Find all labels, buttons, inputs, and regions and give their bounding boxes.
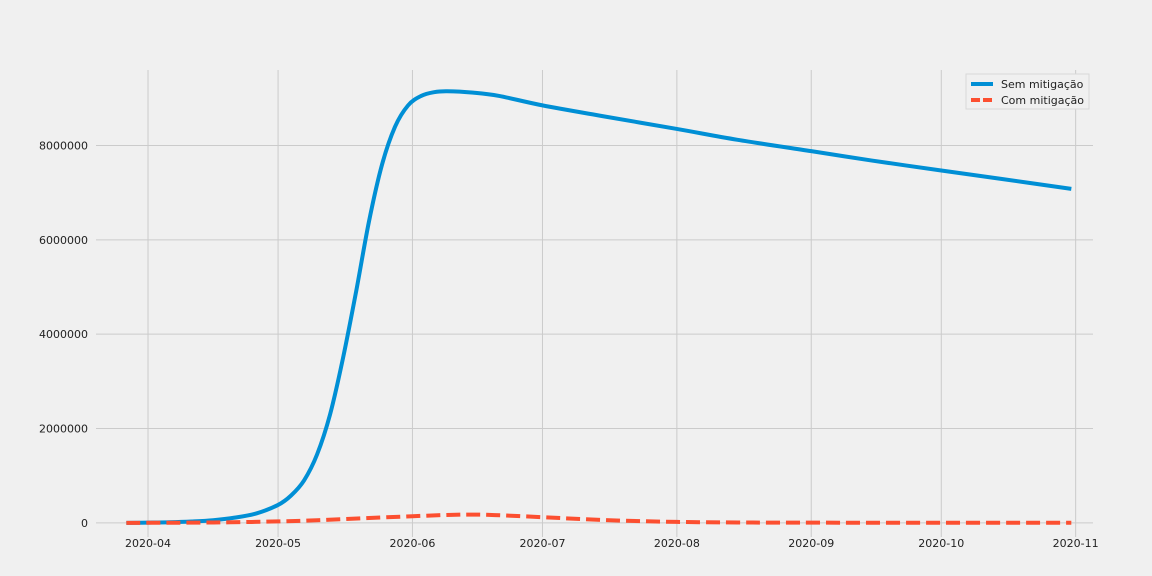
y-tick-label: 4000000: [39, 328, 88, 341]
y-tick-label: 6000000: [39, 234, 88, 247]
y-tick-label: 2000000: [39, 423, 88, 436]
grid: [96, 70, 1093, 537]
x-tick-label: 2020-08: [654, 537, 700, 550]
x-tick-label: 2020-07: [519, 537, 565, 550]
series-line-1: [126, 89, 1072, 525]
legend-label: Com mitigação: [1001, 94, 1084, 107]
x-tick-label: 2020-11: [1053, 537, 1099, 550]
y-tick-label: 0: [81, 517, 88, 530]
x-tick-label: 2020-06: [389, 537, 435, 550]
y-tick-label: 8000000: [39, 139, 88, 152]
x-tick-label: 2020-10: [918, 537, 964, 550]
series-line-2: [126, 512, 1072, 525]
legend: Sem mitigação Com mitigação: [965, 73, 1090, 110]
x-tick-label: 2020-04: [125, 537, 171, 550]
x-tick-label: 2020-05: [255, 537, 301, 550]
tick-labels: 2020-04 2020-05 2020-06 2020-07 2020-08 2020-…: [39, 139, 1099, 550]
legend-box: [965, 73, 1090, 110]
x-tick-label: 2020-09: [788, 537, 834, 550]
legend-label: Sem mitigação: [1001, 78, 1084, 91]
series-lines: [126, 89, 1072, 525]
